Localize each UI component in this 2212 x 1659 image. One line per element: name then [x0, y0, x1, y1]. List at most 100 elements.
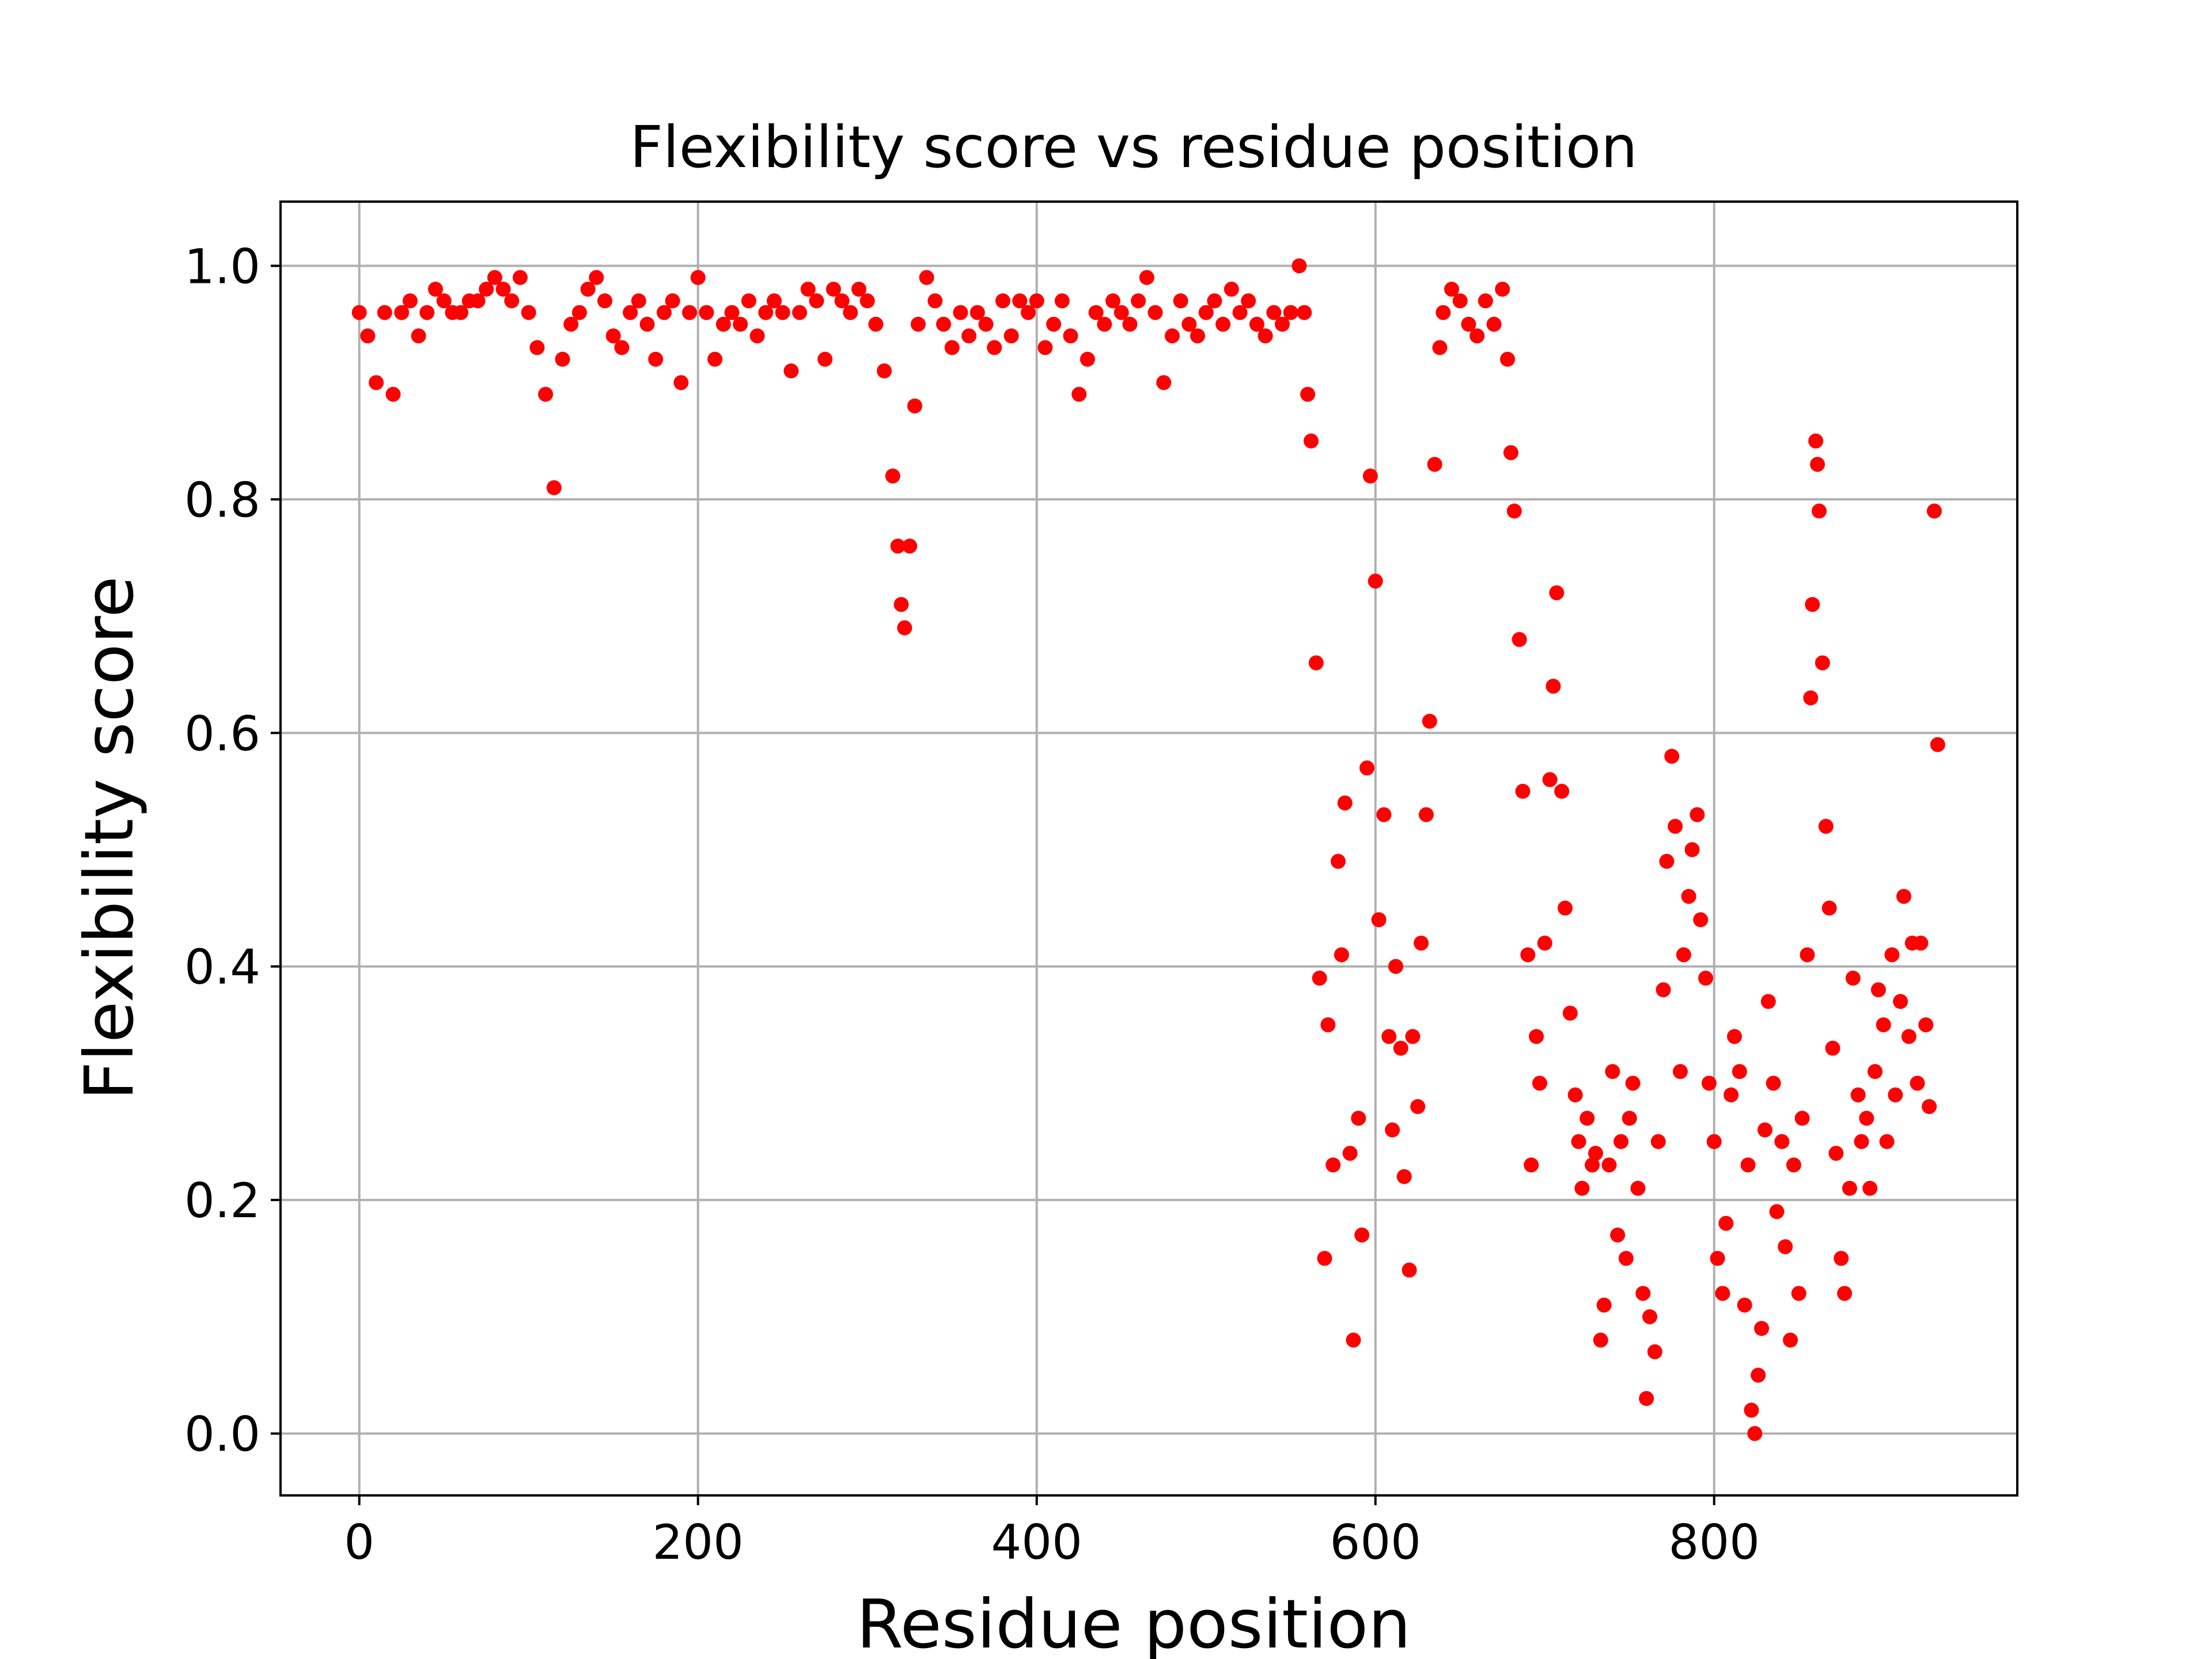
point — [1732, 1064, 1747, 1080]
point — [1893, 994, 1908, 1009]
point — [1786, 1157, 1801, 1173]
point — [1503, 445, 1518, 460]
point — [1588, 1146, 1603, 1161]
point — [1427, 457, 1442, 472]
point — [1639, 1391, 1654, 1406]
point — [1818, 819, 1834, 834]
point — [1207, 293, 1222, 309]
point — [1300, 387, 1316, 402]
point — [1676, 947, 1691, 963]
point — [1650, 1134, 1666, 1149]
point — [767, 293, 782, 309]
point — [1901, 1029, 1916, 1044]
point — [436, 293, 452, 309]
point — [1381, 1029, 1397, 1044]
point — [953, 305, 968, 320]
point — [1410, 1099, 1426, 1114]
y-tick-label: 1.0 — [184, 238, 260, 294]
point — [639, 316, 655, 332]
point — [1718, 1215, 1734, 1231]
point — [1283, 305, 1298, 320]
point — [1190, 328, 1206, 344]
point — [385, 387, 401, 402]
point — [1693, 912, 1709, 927]
y-tick-label: 0.0 — [184, 1407, 260, 1463]
point — [1766, 1075, 1781, 1091]
point — [1266, 305, 1282, 320]
point — [1524, 1157, 1539, 1173]
point — [1461, 316, 1476, 332]
y-tick-label: 0.8 — [184, 472, 260, 528]
point — [538, 387, 554, 402]
point — [1737, 1297, 1752, 1313]
point — [1257, 328, 1273, 344]
point — [1690, 807, 1705, 823]
point — [673, 375, 689, 391]
point — [1837, 1286, 1853, 1301]
point — [1164, 328, 1180, 344]
point — [1805, 597, 1820, 612]
point — [1500, 351, 1516, 367]
point — [1331, 854, 1346, 869]
point — [1868, 1064, 1883, 1080]
point — [792, 305, 808, 320]
point — [428, 282, 444, 297]
point — [1241, 293, 1256, 309]
point — [1812, 503, 1827, 519]
point — [944, 340, 960, 355]
point — [563, 316, 579, 332]
point — [1435, 305, 1451, 320]
point — [1362, 468, 1378, 484]
point — [1029, 293, 1044, 309]
point — [1859, 1111, 1874, 1126]
point — [1393, 1040, 1408, 1056]
point — [1512, 632, 1527, 647]
point — [369, 375, 384, 391]
point — [1845, 971, 1861, 986]
point — [1808, 433, 1824, 449]
point — [1003, 328, 1019, 344]
point — [1371, 912, 1387, 927]
point — [682, 305, 698, 320]
point — [749, 328, 765, 344]
point — [741, 293, 756, 309]
point — [893, 597, 909, 612]
point — [1249, 316, 1264, 332]
point — [1727, 1029, 1743, 1044]
point — [1744, 1403, 1759, 1418]
point — [589, 270, 604, 285]
point — [1320, 1017, 1336, 1033]
point — [1659, 854, 1675, 869]
point — [1613, 1134, 1629, 1149]
point — [1515, 783, 1531, 799]
point — [897, 620, 912, 635]
point — [1783, 1332, 1798, 1348]
point — [1131, 293, 1146, 309]
y-tick-label: 0.4 — [184, 940, 260, 995]
point — [890, 538, 906, 554]
point — [1351, 1111, 1366, 1126]
point — [1757, 1122, 1772, 1138]
point — [1815, 655, 1830, 671]
point — [1803, 690, 1819, 706]
point — [1821, 900, 1837, 916]
point — [1304, 433, 1319, 449]
point — [1308, 655, 1324, 671]
point — [1842, 1180, 1857, 1196]
point — [1601, 1157, 1617, 1173]
point — [1896, 889, 1912, 904]
x-tick-label: 600 — [1330, 1514, 1421, 1570]
point — [961, 328, 977, 344]
point — [733, 316, 748, 332]
point — [1388, 959, 1404, 974]
point — [1054, 293, 1070, 309]
point — [1147, 305, 1163, 320]
point — [1325, 1157, 1341, 1173]
point — [1656, 982, 1671, 998]
point — [1080, 351, 1095, 367]
y-axis-label: Flexibility score — [70, 576, 149, 1100]
point — [1532, 1075, 1547, 1091]
